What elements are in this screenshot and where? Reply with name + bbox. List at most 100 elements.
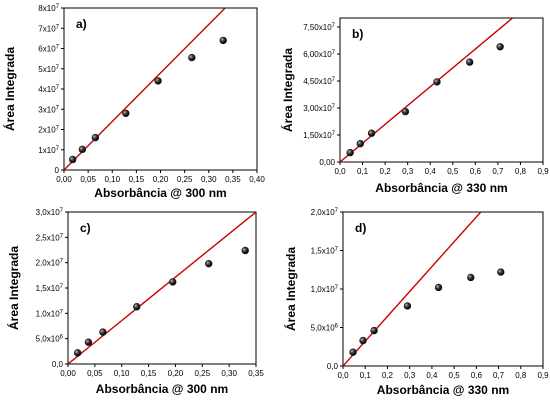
y-tick-label: 2,0x107 (36, 259, 64, 268)
x-tick-label: 0,0 (337, 371, 349, 380)
y-tick-label: 1,0x107 (36, 309, 64, 318)
x-tick-label: 0,4 (425, 167, 437, 176)
x-tick-label: 0,9 (537, 167, 549, 176)
x-tick-label: 0,05 (80, 175, 96, 184)
data-point (349, 348, 357, 356)
data-point (465, 58, 474, 66)
y-tick-label: 3,00x107 (303, 104, 335, 113)
x-tick-label: 0,1 (360, 371, 372, 380)
fit-line (64, 8, 226, 170)
x-tick-label: 0,6 (470, 167, 482, 176)
data-point (188, 53, 196, 62)
y-tick-label: 7x107 (38, 24, 59, 33)
y-tick-label: 0,0 (327, 362, 339, 371)
x-tick-label: 0,20 (153, 175, 169, 184)
panel-label: a) (76, 17, 87, 31)
panel-label: c) (80, 221, 91, 235)
x-tick-label: 0,0 (334, 167, 346, 176)
y-axis-label: Área Integrada (280, 48, 295, 132)
x-tick-label: 0,10 (114, 369, 130, 378)
x-axis-label: Absorbância @ 300 nm (94, 186, 226, 200)
x-tick-label: 0,6 (471, 371, 483, 380)
x-tick-label: 0,35 (248, 369, 264, 378)
data-point (68, 155, 77, 164)
y-tick-label: 2x107 (38, 126, 59, 135)
x-tick-label: 0,8 (515, 371, 527, 380)
y-tick-label: 0,0 (52, 360, 64, 369)
x-tick-label: 0,40 (249, 175, 265, 184)
data-point (154, 77, 162, 85)
y-tick-label: 5x107 (38, 65, 59, 74)
y-tick-label: 4,50x107 (303, 77, 335, 86)
y-tick-label: 7,50x107 (303, 23, 335, 32)
y-tick-label: 1,5x107 (311, 247, 339, 256)
x-axis-label: Absorbância @ 330 nm (377, 383, 509, 397)
x-axis-label: Absorbância @ 300 nm (96, 382, 228, 396)
x-tick-label: 0,5 (449, 371, 461, 380)
x-tick-label: 0,30 (221, 369, 237, 378)
y-tick-label: 0,00 (319, 158, 335, 167)
data-point (497, 268, 505, 276)
y-tick-label: 1x107 (38, 146, 59, 155)
data-point (99, 328, 107, 336)
x-tick-label: 0,05 (87, 369, 103, 378)
x-tick-label: 0,9 (537, 371, 549, 380)
data-point (346, 148, 354, 157)
panel-label: d) (355, 221, 366, 235)
y-tick-label: 8x107 (38, 4, 59, 13)
x-tick-label: 0,3 (404, 371, 416, 380)
plot-frame (342, 211, 544, 367)
x-tick-label: 0,15 (141, 369, 157, 378)
data-point (356, 139, 364, 148)
y-axis-label: Área Integrada (2, 47, 17, 131)
plot-frame (339, 17, 544, 163)
panel-label: b) (352, 27, 363, 41)
y-tick-label: 1,50x107 (303, 131, 335, 140)
fit-line (68, 212, 256, 364)
y-tick-label: 5,0x106 (311, 324, 339, 333)
x-tick-label: 0,2 (380, 167, 392, 176)
x-tick-label: 0,7 (493, 371, 505, 380)
data-point (219, 36, 227, 45)
plot-frame (63, 7, 258, 171)
x-tick-label: 0,00 (60, 369, 76, 378)
data-point (169, 278, 177, 286)
x-tick-label: 0,35 (225, 175, 241, 184)
data-point (73, 349, 82, 357)
chart-panel-2: 0,0 0,1 0,2 0,3 0,4 0,5 0,6 0,7 0,8 0,9 0,00 1,50x1… (280, 17, 549, 195)
data-point (91, 133, 100, 142)
data-point (359, 336, 367, 345)
x-tick-label: 0,20 (168, 369, 184, 378)
data-point (241, 246, 249, 255)
x-tick-label: 0,7 (492, 167, 504, 176)
fit-line (340, 18, 513, 162)
y-axis-label: Área Integrada (283, 247, 298, 331)
x-tick-label: 0,00 (56, 175, 72, 184)
data-point (401, 107, 410, 116)
data-point (433, 78, 441, 86)
x-tick-label: 0,4 (426, 371, 438, 380)
y-tick-label: 1,0x107 (311, 285, 339, 294)
data-point (84, 338, 93, 346)
y-tick-label: 6,00x107 (303, 50, 335, 59)
x-tick-label: 0,25 (177, 175, 193, 184)
y-tick-label: 0 (55, 166, 60, 175)
data-point (403, 302, 412, 310)
y-tick-label: 3x107 (38, 105, 59, 114)
x-tick-label: 0,15 (129, 175, 145, 184)
data-point (78, 145, 87, 154)
y-tick-label: 2,5x107 (36, 233, 64, 242)
data-point (370, 326, 378, 335)
y-tick-label: 6x107 (38, 45, 59, 54)
y-tick-label: 2,0x107 (311, 208, 339, 217)
x-tick-label: 0,3 (402, 167, 414, 176)
x-tick-label: 0,10 (104, 175, 120, 184)
y-axis-label: Área Integrada (6, 246, 21, 330)
data-point (367, 129, 376, 137)
chart-panel-1: 0,00 0,05 0,10 0,15 0,20 0,25 0,30 0,35 0,40 0 1x1… (2, 4, 265, 200)
x-tick-label: 0,8 (515, 167, 527, 176)
data-point (434, 283, 443, 292)
x-axis-label: Absorbância @ 330 nm (375, 181, 507, 195)
x-tick-label: 0,25 (194, 369, 210, 378)
